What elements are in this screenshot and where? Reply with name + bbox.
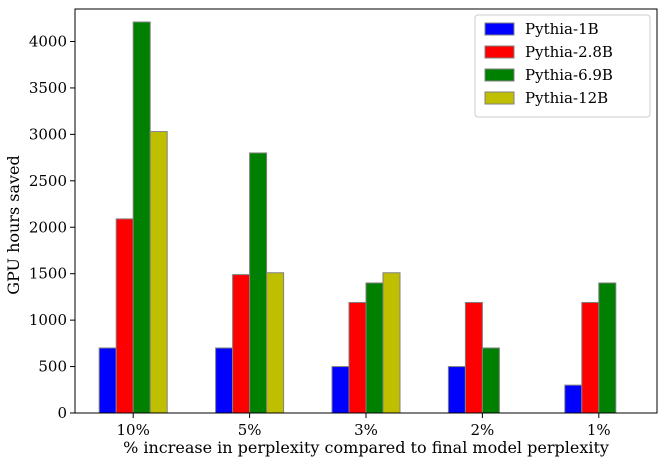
axes-layer: 0 500 1000 1500 2000 2500 3000 3500 4000 10% 5% 3% 2… [29,8,658,439]
x-tick-label: 3% [354,421,378,439]
bars-layer [98,21,617,414]
bar-pythia-12b-1 [266,272,285,414]
legend-swatch [484,68,515,82]
bar-pythia-6-9b-0 [132,21,151,414]
y-tick-label: 2500 [29,172,67,190]
bar-pythia-12b-2 [382,272,401,414]
bar-pythia-2-8b-4 [581,301,600,414]
bar-pythia-1b-4 [564,384,583,414]
x-tick-label: 1% [587,421,611,439]
legend-label: Pythia-6.9B [525,66,613,84]
bar-pythia-6-9b-1 [249,152,268,414]
legend-label: Pythia-1B [525,20,599,38]
legend-frame [474,14,651,118]
y-tick-label: 4000 [29,33,67,51]
legend-swatch [484,45,515,59]
x-tick-label: 2% [471,421,495,439]
legend-label: Pythia-12B [525,89,608,107]
legend: Pythia-1B Pythia-2.8B Pythia-6.9B Pythia-12… [474,14,651,118]
bar-pythia-6-9b-3 [481,347,500,414]
y-tick-label: 1000 [29,311,67,329]
y-tick-label: 1500 [29,265,67,283]
x-tick-label: 10% [117,421,150,439]
x-tick-label: 5% [238,421,262,439]
bar-pythia-2-8b-0 [115,218,134,414]
y-axis-label: GPU hours saved [4,155,23,295]
bar-pythia-2-8b-2 [348,301,367,414]
legend-swatch [484,22,515,36]
y-tick-label: 2000 [29,218,67,236]
bar-pythia-6-9b-4 [598,282,617,414]
bar-pythia-1b-1 [215,347,234,414]
x-axis-label: % increase in perplexity compared to fin… [123,438,609,457]
bar-pythia-2-8b-3 [464,301,483,414]
bar-pythia-2-8b-1 [232,274,251,414]
y-tick-label: 3500 [29,79,67,97]
bar-pythia-1b-0 [98,347,117,414]
bar-pythia-6-9b-2 [365,282,384,414]
bar-pythia-1b-2 [331,366,350,414]
legend-swatch [484,91,515,105]
y-tick-label: 3000 [29,125,67,143]
bar-pythia-12b-0 [149,131,168,414]
legend-label: Pythia-2.8B [525,43,613,61]
bar-pythia-1b-3 [447,366,466,414]
y-tick-label: 500 [38,358,67,376]
y-tick-label: 0 [57,404,67,422]
